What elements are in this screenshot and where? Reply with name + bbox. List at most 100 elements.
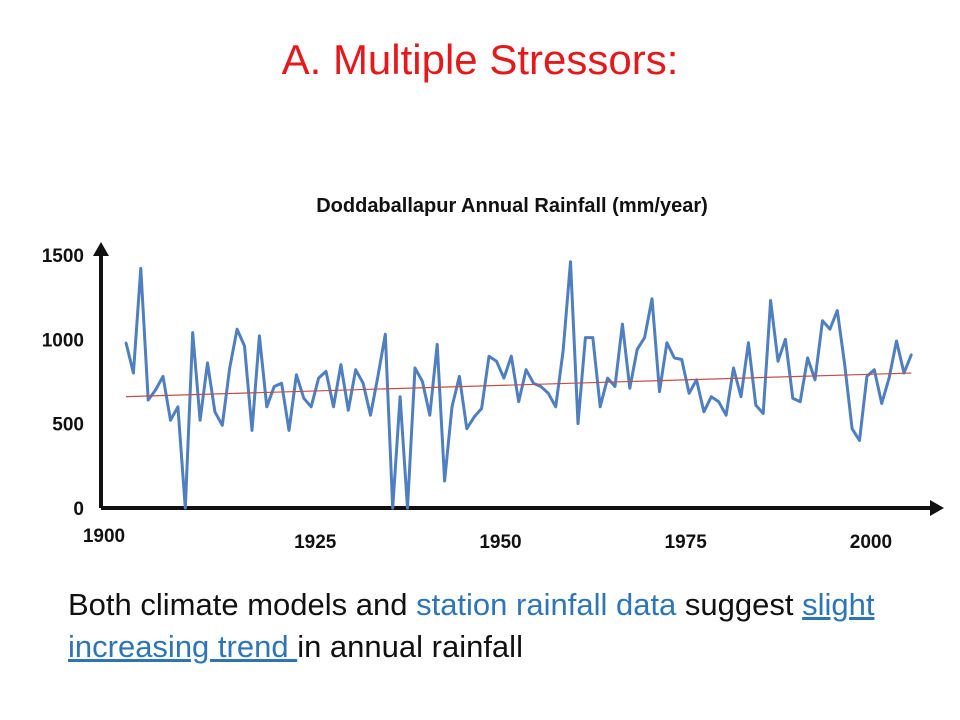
data-point (576, 422, 580, 425)
y-tick-label: 0 (73, 499, 84, 520)
data-point (613, 385, 617, 388)
data-point (739, 395, 743, 398)
data-point (280, 382, 283, 385)
data-point (673, 356, 676, 360)
data-point (473, 415, 476, 419)
data-point (124, 341, 128, 344)
data-point (524, 368, 528, 371)
data-point (850, 427, 854, 430)
data-point (784, 338, 787, 341)
data-point (243, 344, 246, 348)
data-point (421, 380, 424, 383)
data-point (621, 322, 624, 326)
data-point (880, 402, 883, 405)
data-point (806, 356, 809, 360)
data-point (228, 366, 231, 370)
data-point (561, 349, 565, 353)
data-point (413, 366, 417, 370)
data-point (310, 405, 313, 408)
data-point (273, 385, 276, 388)
data-point (599, 405, 602, 408)
data-point (332, 405, 335, 408)
data-point (354, 368, 357, 371)
x-tick-label: 1925 (294, 532, 337, 553)
data-point (295, 373, 298, 376)
data-point (480, 407, 483, 410)
data-point (213, 410, 217, 413)
data-point (747, 341, 750, 344)
data-point (732, 366, 735, 370)
rainfall-chart: Doddaballapur Annual Rainfall (mm/year) … (42, 195, 944, 553)
data-point (643, 336, 646, 339)
data-point (221, 424, 224, 427)
data-point (443, 479, 446, 483)
data-point (376, 375, 380, 378)
rainfall-points (124, 260, 913, 510)
caption-link[interactable]: slight increasing trend (68, 587, 875, 664)
data-point (702, 410, 706, 413)
data-point (813, 378, 817, 381)
data-point (910, 353, 913, 356)
data-point (191, 331, 194, 334)
data-point (176, 405, 180, 408)
data-point (517, 400, 520, 403)
data-point (584, 336, 587, 339)
data-point (799, 400, 802, 403)
caption-part-1: Both climate models and (68, 587, 417, 622)
data-point (539, 385, 543, 388)
data-point (369, 414, 372, 417)
data-point (791, 397, 794, 400)
data-point (776, 360, 780, 363)
data-point (628, 387, 631, 390)
data-point (895, 339, 898, 343)
data-point (510, 355, 513, 358)
data-point (132, 371, 135, 375)
data-point (724, 414, 728, 417)
x-tick-labels: 1900 1925 1950 1975 2000 (83, 526, 892, 553)
data-point (769, 299, 772, 302)
data-point (139, 267, 142, 270)
caption: Both climate models and station rainfall… (68, 584, 948, 668)
trend-line (125, 372, 912, 398)
slide-title: A. Multiple Stressors: (281, 36, 679, 83)
data-point (347, 409, 350, 412)
data-point (495, 360, 498, 363)
axes (93, 242, 944, 516)
x-tick-label: 1900 (83, 526, 125, 547)
y-tick-labels: 0 500 1000 1500 (42, 246, 84, 520)
data-point (265, 405, 268, 408)
x-tick-label: 2000 (850, 532, 892, 553)
data-point (465, 427, 468, 430)
y-tick-label: 1500 (42, 246, 84, 267)
data-point (361, 382, 365, 385)
data-point (710, 395, 713, 398)
data-point (754, 403, 757, 407)
data-point (339, 363, 343, 366)
data-point (436, 343, 439, 346)
data-point (828, 328, 832, 331)
caption-highlight: station rainfall data (416, 587, 677, 622)
y-tick-label: 500 (52, 415, 84, 436)
data-point (547, 392, 550, 395)
data-point (887, 376, 891, 380)
data-point (687, 392, 691, 395)
data-point (717, 400, 720, 403)
data-point (428, 414, 431, 417)
data-point (458, 375, 461, 378)
x-tick-label: 1975 (665, 532, 708, 553)
data-point (569, 260, 572, 263)
data-point (680, 358, 683, 361)
data-point (169, 419, 172, 422)
data-point (235, 328, 239, 331)
data-point (161, 375, 165, 378)
data-point (450, 405, 454, 408)
data-point (502, 376, 506, 380)
x-tick-label: 1950 (479, 532, 521, 553)
caption-part-2: suggest (676, 587, 803, 622)
data-point (406, 506, 409, 510)
data-point (606, 376, 609, 380)
y-tick-label: 1000 (42, 330, 84, 351)
data-point (836, 309, 839, 312)
data-point (250, 429, 254, 432)
data-point (258, 334, 261, 338)
